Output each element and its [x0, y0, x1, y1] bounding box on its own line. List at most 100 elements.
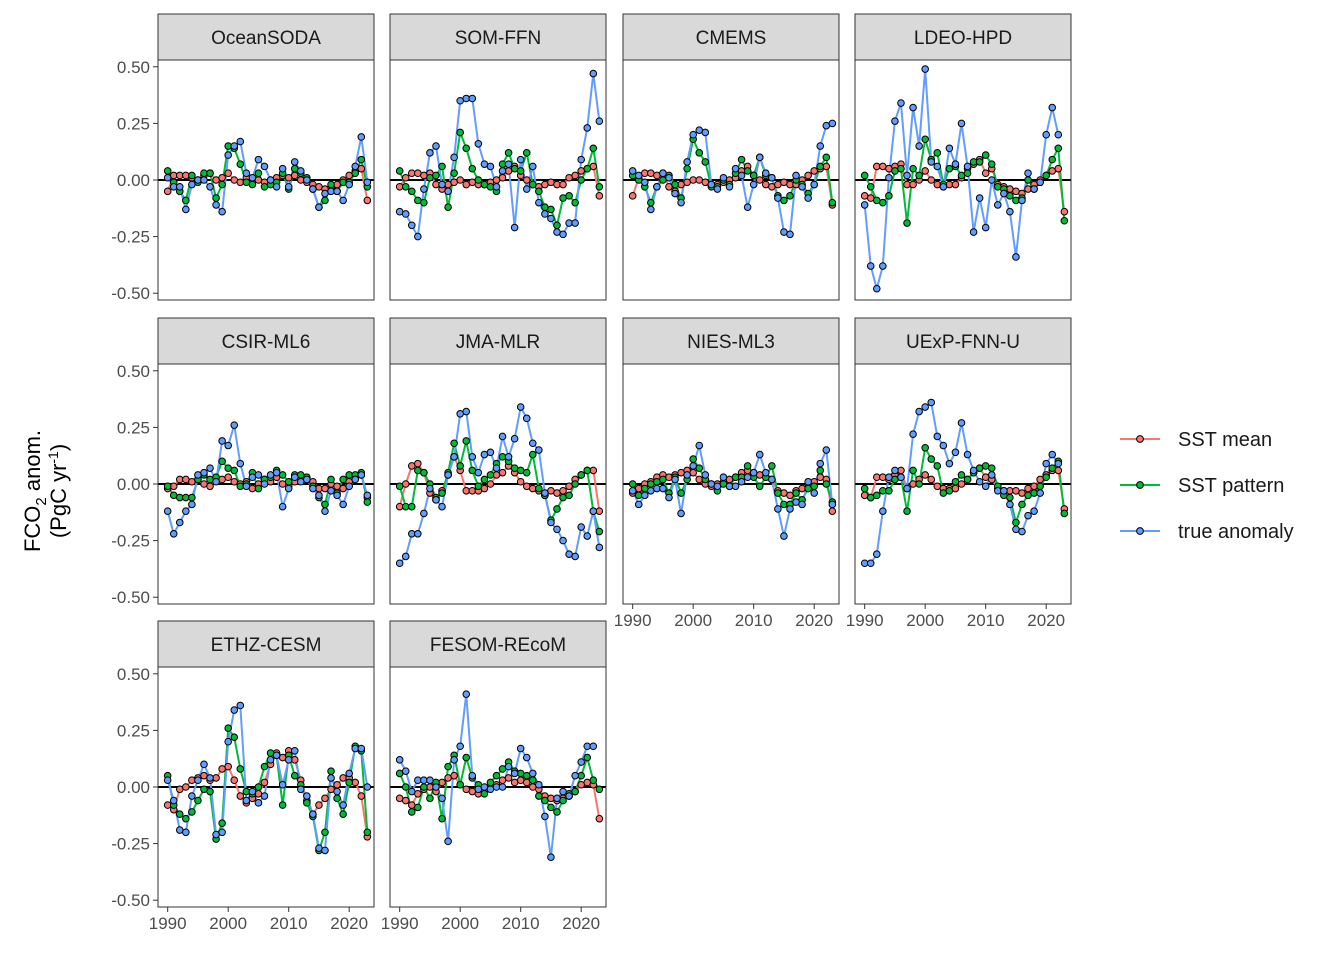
- data-point-true-anomaly: [577, 155, 585, 164]
- data-point-true-anomaly: [583, 532, 592, 540]
- data-point-true-anomaly: [321, 507, 329, 515]
- data-point-sst-pattern: [565, 491, 573, 500]
- data-point-sst-mean: [498, 173, 507, 182]
- data-point-true-anomaly: [939, 182, 948, 191]
- data-point-sst-pattern: [528, 776, 537, 785]
- data-point-sst-mean: [595, 192, 604, 200]
- data-point-true-anomaly: [510, 434, 519, 443]
- data-point-true-anomaly: [444, 187, 452, 196]
- data-point-sst-pattern: [363, 498, 372, 506]
- data-point-true-anomaly: [547, 853, 555, 861]
- data-point-sst-pattern: [321, 500, 329, 509]
- data-point-sst-pattern: [792, 489, 800, 497]
- data-point-true-anomaly: [492, 182, 501, 191]
- data-point-sst-pattern: [683, 164, 691, 173]
- data-point-true-anomaly: [345, 769, 353, 778]
- data-point-sst-pattern: [182, 814, 190, 823]
- data-point-sst-pattern: [915, 480, 923, 488]
- data-point-sst-pattern: [1048, 464, 1057, 472]
- data-point-sst-pattern: [492, 771, 501, 780]
- data-point-true-anomaly: [933, 162, 942, 171]
- data-point-true-anomaly: [296, 167, 305, 175]
- data-point-true-anomaly: [768, 475, 776, 484]
- data-point-true-anomaly: [909, 103, 917, 112]
- data-point-true-anomaly: [541, 812, 549, 821]
- data-point-sst-mean: [363, 196, 372, 205]
- data-point-sst-pattern: [860, 171, 869, 180]
- data-point-true-anomaly: [559, 230, 567, 239]
- data-point-true-anomaly: [474, 139, 483, 148]
- data-point-true-anomaly: [468, 94, 477, 103]
- data-point-true-anomaly: [333, 491, 341, 500]
- data-point-true-anomaly: [780, 532, 788, 540]
- data-point-sst-pattern: [987, 464, 996, 472]
- data-point-true-anomaly: [426, 776, 434, 785]
- data-point-sst-pattern: [395, 167, 404, 175]
- data-point-true-anomaly: [450, 453, 458, 461]
- panel-fesom-recom: FESOM-REcoM 1990 2000 2010 2020: [381, 620, 607, 933]
- data-point-true-anomaly: [163, 776, 172, 785]
- data-point-sst-mean: [927, 475, 936, 484]
- data-point-true-anomaly: [333, 787, 341, 796]
- data-point-true-anomaly: [571, 219, 579, 227]
- data-point-true-anomaly: [1030, 507, 1038, 515]
- data-point-true-anomaly: [553, 794, 561, 803]
- data-point-true-anomaly: [792, 171, 800, 180]
- data-point-sst-pattern: [438, 162, 446, 171]
- data-point-true-anomaly: [309, 484, 317, 493]
- data-point-true-anomaly: [761, 169, 770, 178]
- data-point-true-anomaly: [731, 482, 740, 491]
- data-point-true-anomaly: [266, 176, 275, 184]
- data-point-sst-pattern: [188, 808, 196, 816]
- data-point-true-anomaly: [828, 500, 837, 509]
- data-point-true-anomaly: [260, 792, 269, 800]
- y-axis-title-line1-b: anom.: [20, 430, 45, 497]
- data-point-true-anomaly: [628, 486, 637, 495]
- data-point-true-anomaly: [761, 468, 770, 477]
- data-point-true-anomaly: [897, 473, 905, 482]
- data-point-true-anomaly: [284, 756, 293, 764]
- data-point-true-anomaly: [224, 441, 232, 450]
- data-point-true-anomaly: [695, 441, 704, 450]
- data-point-true-anomaly: [559, 787, 567, 796]
- data-point-true-anomaly: [401, 210, 410, 218]
- data-point-true-anomaly: [1054, 130, 1063, 139]
- data-point-true-anomaly: [284, 182, 293, 191]
- data-point-true-anomaly: [339, 500, 347, 509]
- data-point-true-anomaly: [290, 746, 299, 755]
- data-point-true-anomaly: [303, 792, 311, 800]
- data-point-true-anomaly: [272, 182, 281, 191]
- data-point-true-anomaly: [951, 160, 960, 168]
- data-point-sst-pattern: [420, 468, 428, 477]
- data-point-true-anomaly: [516, 155, 525, 164]
- data-point-true-anomaly: [701, 471, 710, 479]
- data-point-sst-pattern: [182, 196, 190, 205]
- data-point-true-anomaly: [206, 182, 214, 191]
- y-tick-label: 0.25: [117, 721, 150, 740]
- data-point-true-anomaly: [188, 180, 196, 189]
- data-point-sst-pattern: [206, 169, 214, 178]
- data-point-sst-pattern: [981, 151, 990, 159]
- data-point-true-anomaly: [272, 468, 281, 477]
- data-point-sst-mean: [1054, 164, 1063, 173]
- data-point-true-anomaly: [212, 201, 220, 209]
- data-point-true-anomaly: [468, 771, 477, 780]
- data-point-sst-pattern: [504, 149, 513, 157]
- data-point-true-anomaly: [683, 158, 691, 166]
- data-point-sst-pattern: [872, 491, 881, 500]
- data-point-true-anomaly: [879, 262, 887, 270]
- data-point-true-anomaly: [634, 500, 643, 509]
- data-point-true-anomaly: [345, 180, 353, 189]
- data-point-true-anomaly: [420, 185, 428, 193]
- data-point-sst-pattern: [254, 169, 263, 178]
- data-point-true-anomaly: [498, 167, 507, 175]
- facet-panels: OceanSODA 0.50 0.25 0.00 -0.25 -0.50 SOM-FFN CM…: [111, 13, 1072, 933]
- data-point-sst-pattern: [547, 803, 555, 812]
- x-tick-label: 2020: [562, 914, 600, 933]
- x-tick-label: 2000: [906, 611, 944, 630]
- data-point-true-anomaly: [309, 810, 317, 818]
- data-point-true-anomaly: [1030, 185, 1038, 193]
- data-point-sst-mean: [559, 180, 567, 189]
- data-point-true-anomaly: [163, 173, 172, 182]
- data-point-sst-pattern: [1012, 518, 1020, 527]
